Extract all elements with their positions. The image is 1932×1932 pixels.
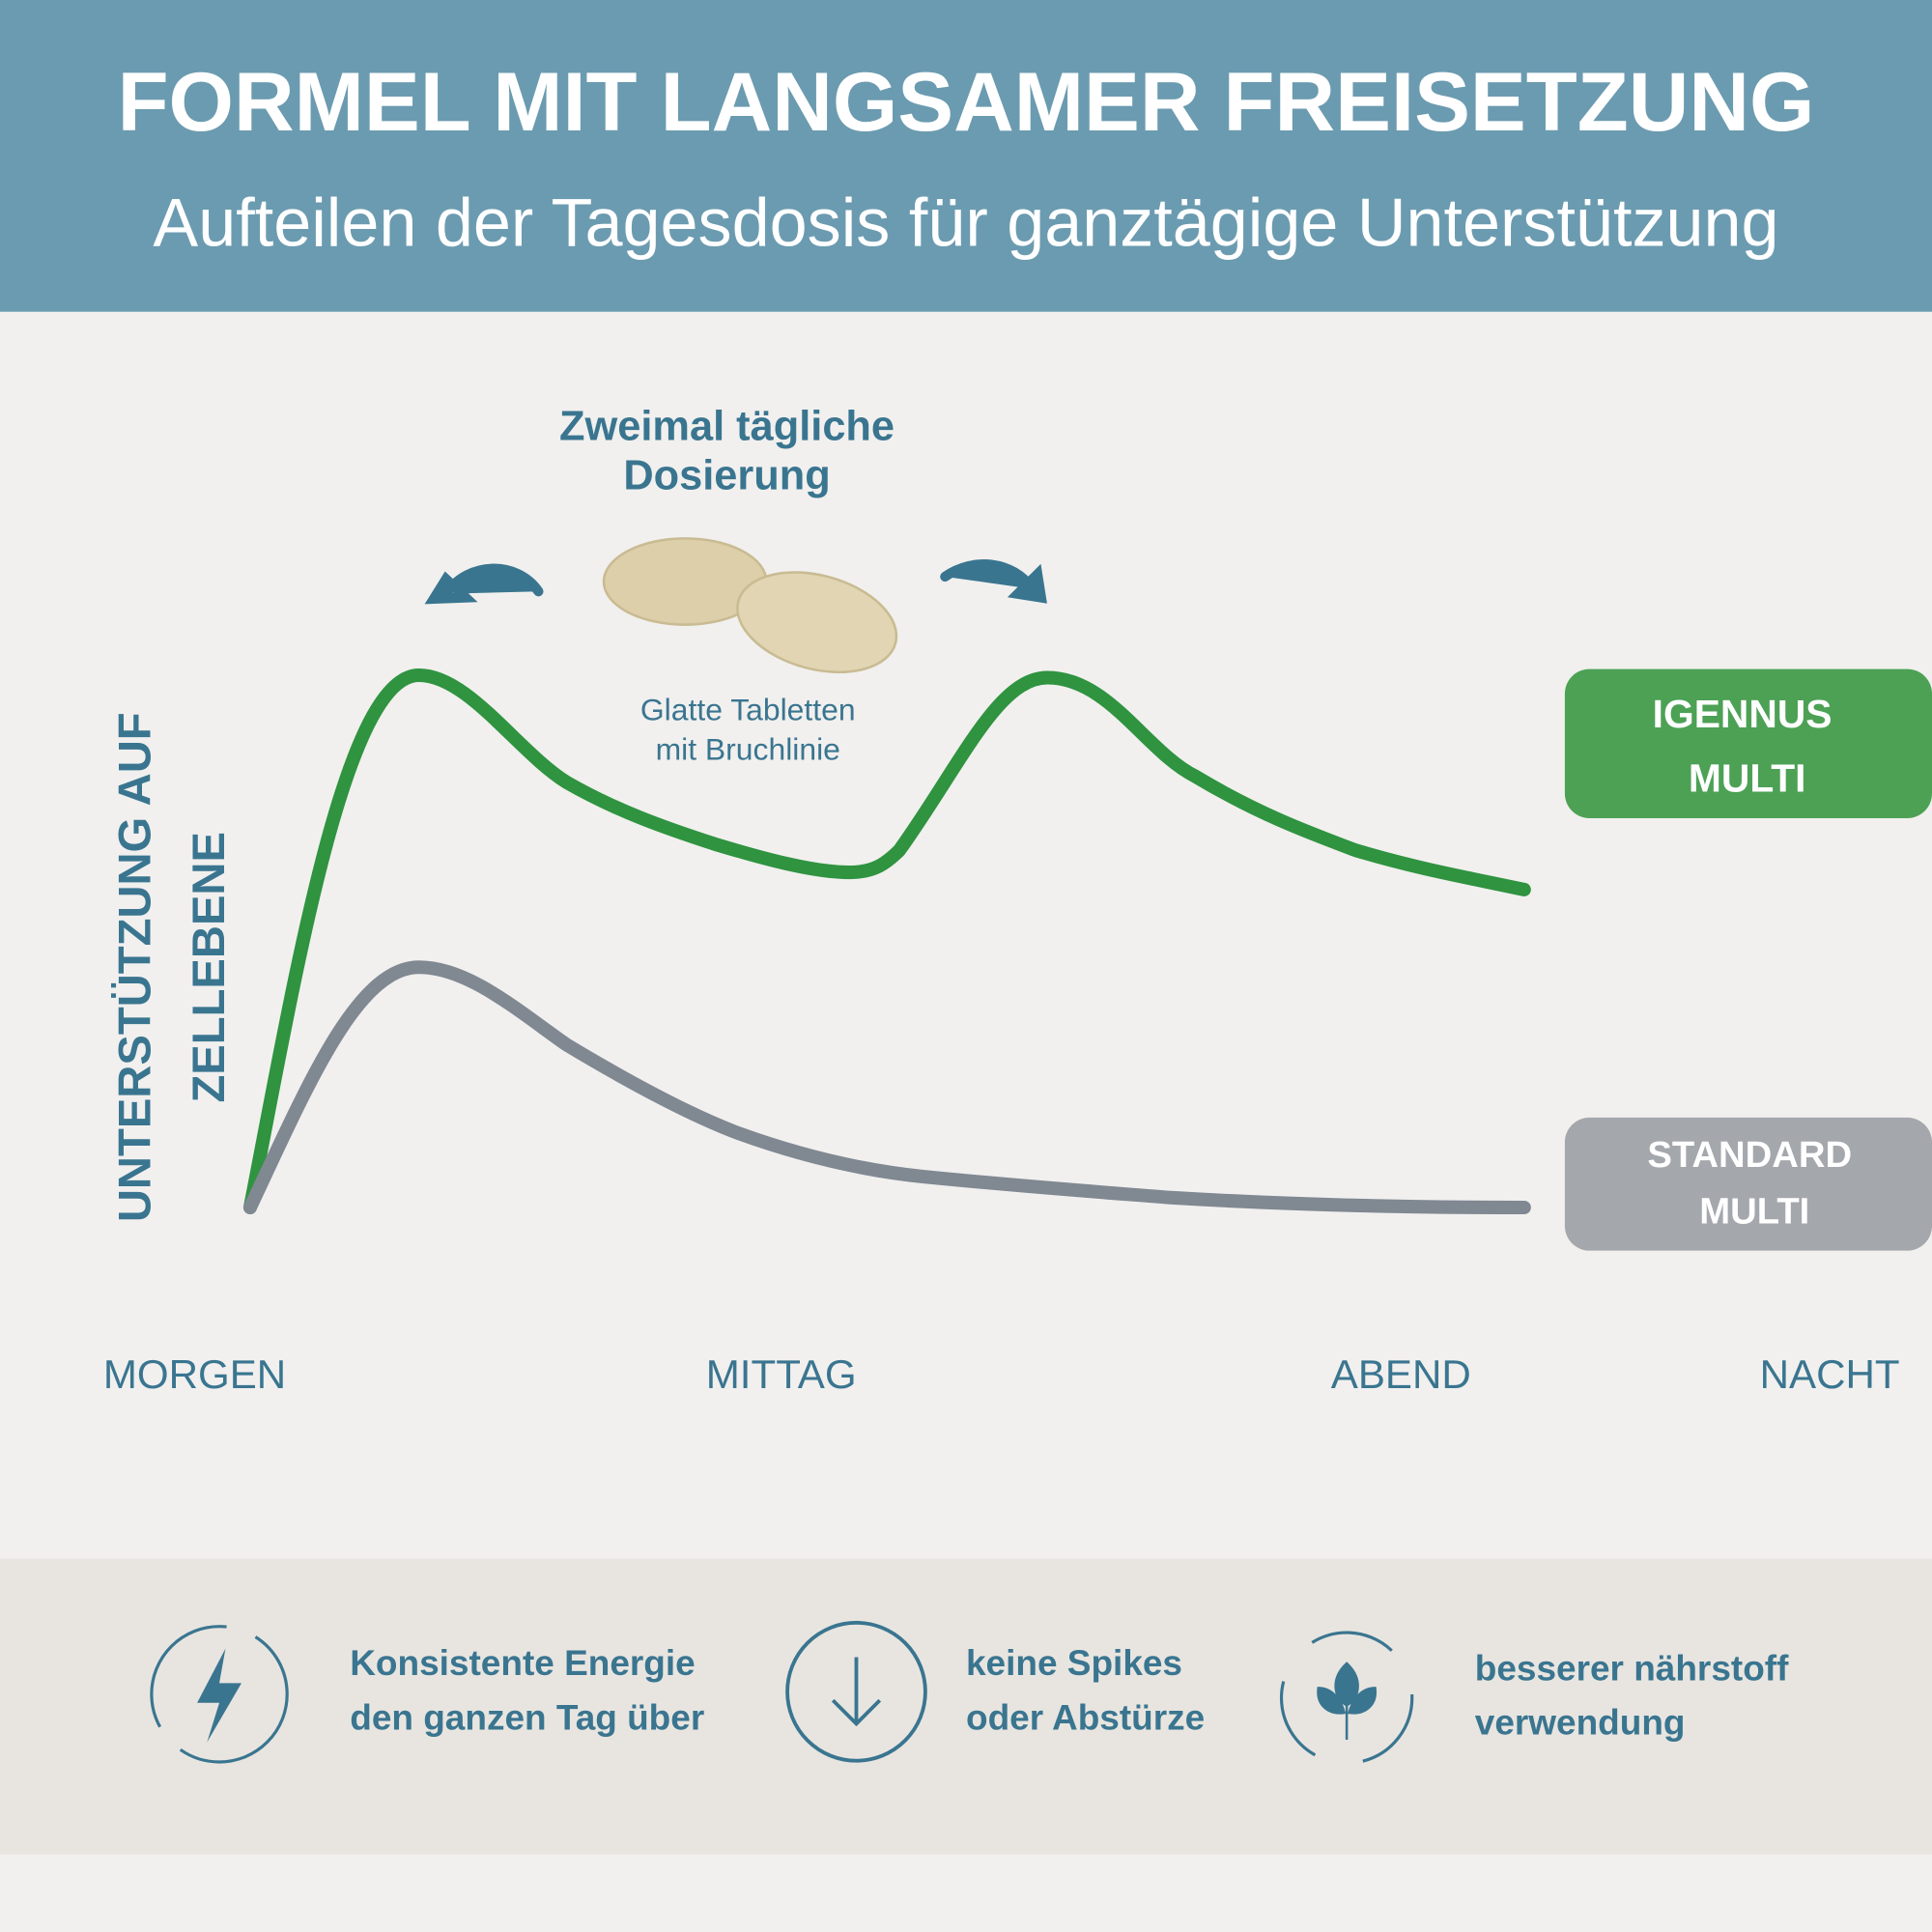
feature-text: den ganzen Tag über bbox=[350, 1697, 704, 1737]
feature-text: besserer nährstoff bbox=[1475, 1648, 1789, 1688]
legend-box bbox=[1564, 668, 1932, 818]
annotation-title: Dosierung bbox=[623, 452, 830, 498]
y-axis-label: ZELLEBENE bbox=[184, 832, 235, 1103]
title: FORMEL MIT LANGSAMER FREISETZUNG bbox=[118, 55, 1815, 149]
feature-icon bbox=[1279, 1631, 1414, 1765]
feature-text: oder Abstürze bbox=[966, 1697, 1205, 1737]
legend-label: STANDARD bbox=[1647, 1134, 1852, 1176]
annotation-title: Zweimal tägliche bbox=[559, 403, 895, 449]
x-label: MORGEN bbox=[103, 1351, 286, 1397]
legend-label: MULTI bbox=[1689, 755, 1806, 800]
feature-text: keine Spikes bbox=[966, 1643, 1182, 1683]
features-band bbox=[0, 1558, 1932, 1855]
feature-text: verwendung bbox=[1475, 1702, 1686, 1742]
legend-label: MULTI bbox=[1699, 1190, 1809, 1232]
arrow-right bbox=[940, 559, 1047, 604]
leaf-icon bbox=[1317, 1662, 1377, 1741]
x-label: ABEND bbox=[1331, 1351, 1471, 1397]
feature-text: Konsistente Energie bbox=[350, 1643, 695, 1683]
feature-icon bbox=[150, 1625, 289, 1764]
header-band bbox=[0, 0, 1932, 312]
arrow-down-icon bbox=[831, 1657, 882, 1727]
bolt-icon bbox=[197, 1648, 242, 1743]
arrow-left bbox=[424, 563, 544, 605]
standard-curve bbox=[242, 960, 1531, 1215]
annotation-caption: Glatte Tabletten bbox=[640, 693, 856, 727]
igennus-curve bbox=[242, 668, 1531, 1215]
feature-icon bbox=[785, 1620, 927, 1763]
subtitle: Aufteilen der Tagesdosis für ganztägige … bbox=[153, 185, 1778, 261]
legend-box bbox=[1564, 1117, 1932, 1251]
y-axis-label: UNTERSTÜTZUNG AUF bbox=[109, 712, 160, 1222]
tablet bbox=[736, 571, 898, 674]
annotation-caption: mit Bruchlinie bbox=[656, 731, 840, 766]
x-label: NACHT bbox=[1760, 1351, 1900, 1397]
legend-label: IGENNUS bbox=[1653, 692, 1833, 736]
x-label: MITTAG bbox=[706, 1351, 857, 1397]
